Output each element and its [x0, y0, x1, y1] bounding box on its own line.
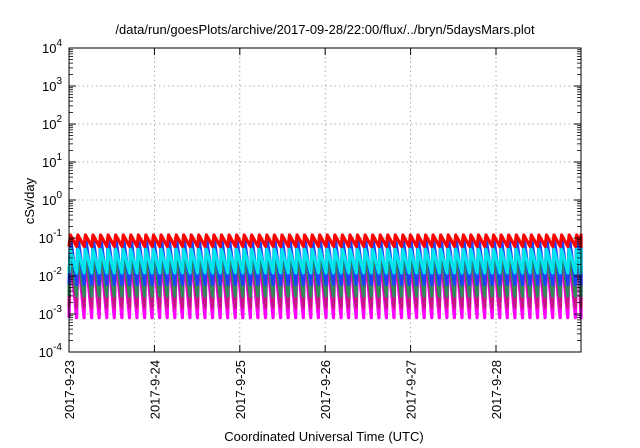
y-tick-label: 103	[42, 76, 62, 94]
y-tick-exponent: 4	[56, 38, 62, 49]
y-tick-exponent: -2	[53, 266, 62, 277]
y-tick-label: 10-4	[39, 342, 63, 360]
y-tick-exponent: 1	[56, 152, 62, 163]
y-tick-base: 10	[42, 117, 56, 132]
series-line	[67, 234, 583, 286]
x-tick-label: 2017-9-24	[147, 360, 162, 419]
y-tick-exponent: -4	[53, 342, 62, 353]
y-tick-base: 10	[42, 41, 56, 56]
y-tick-base: 10	[39, 231, 53, 246]
y-tick-base: 10	[39, 269, 53, 284]
tick-marks	[68, 47, 581, 353]
x-tick-labels: 2017-9-23 2017-9-24 2017-9-25 2017-9-26 2017…	[62, 360, 504, 419]
y-tick-exponent: 0	[56, 190, 62, 201]
y-tick-label: 104	[42, 38, 62, 56]
x-tick-label: 2017-9-27	[404, 360, 419, 419]
chart-title: /data/run/goesPlots/archive/2017-09-28/2…	[115, 22, 535, 37]
series-line	[67, 247, 583, 275]
y-tick-label: 101	[42, 152, 62, 170]
y-tick-base: 10	[42, 79, 56, 94]
y-tick-base: 10	[39, 307, 53, 322]
y-tick-exponent: -3	[53, 304, 62, 315]
series-line	[67, 233, 583, 248]
x-tick-label: 2017-9-28	[489, 360, 504, 419]
x-tick-label: 2017-9-25	[233, 360, 248, 419]
y-tick-label: 102	[42, 114, 62, 132]
series-layer	[67, 233, 583, 320]
y-tick-base: 10	[42, 155, 56, 170]
y-tick-exponent: 3	[56, 76, 62, 87]
y-tick-base: 10	[39, 345, 53, 360]
y-tick-label: 10-1	[39, 228, 63, 246]
y-tick-label: 10-3	[39, 304, 63, 322]
y-tick-label: 100	[42, 190, 62, 208]
x-tick-label: 2017-9-23	[62, 360, 77, 419]
y-tick-exponent: 2	[56, 114, 62, 125]
y-tick-label: 10-2	[39, 266, 63, 284]
y-tick-exponent: -1	[53, 228, 62, 239]
x-axis-title: Coordinated Universal Time (UTC)	[224, 429, 423, 444]
y-tick-base: 10	[42, 193, 56, 208]
y-axis-title: cSv/day	[22, 177, 37, 224]
x-tick-label: 2017-9-26	[318, 360, 333, 419]
